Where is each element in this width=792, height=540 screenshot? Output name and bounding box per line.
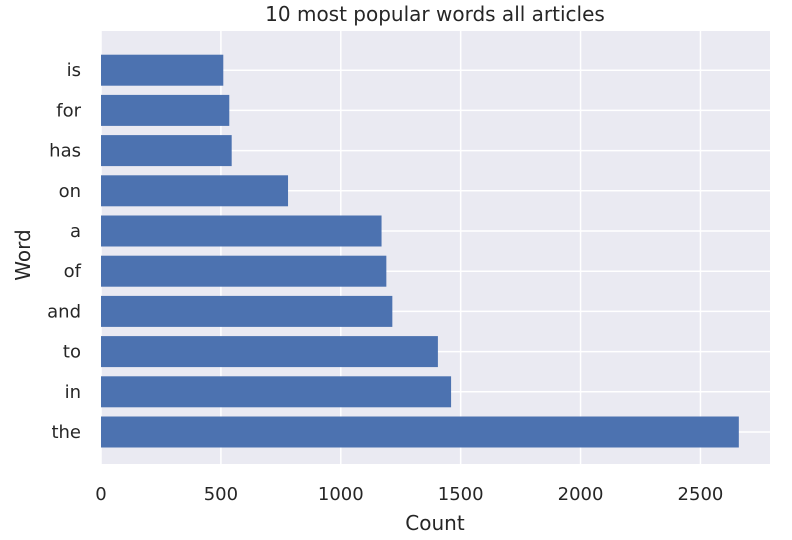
x-axis-label: Count xyxy=(405,511,465,535)
x-axis-ticks: 0 500 1000 1500 2000 2500 xyxy=(95,484,723,505)
y-tick-label: the xyxy=(51,422,81,443)
x-tick-label: 1000 xyxy=(318,484,364,505)
bar-for xyxy=(101,94,230,126)
bar-the xyxy=(101,416,739,448)
y-tick-label: and xyxy=(47,301,81,322)
y-axis-ticks: the in to and of a on has for is xyxy=(47,60,82,443)
bar-is xyxy=(101,54,224,86)
y-tick-label: in xyxy=(65,382,81,403)
y-tick-label: to xyxy=(63,342,81,363)
y-axis-label: Word xyxy=(11,229,35,280)
y-tick-label: has xyxy=(49,141,81,162)
y-tick-label: for xyxy=(56,100,81,121)
x-tick-label: 2000 xyxy=(558,484,604,505)
bar-to xyxy=(101,336,438,368)
y-tick-label: is xyxy=(67,60,81,81)
y-tick-label: on xyxy=(59,181,81,202)
y-tick-label: of xyxy=(64,261,82,282)
bar-a xyxy=(101,215,382,247)
bar-in xyxy=(101,376,452,408)
bar-and xyxy=(101,295,393,327)
y-tick-label: a xyxy=(70,221,81,242)
x-tick-label: 1500 xyxy=(438,484,484,505)
bar-has xyxy=(101,135,232,167)
bars xyxy=(101,54,739,448)
chart-title: 10 most popular words all articles xyxy=(265,2,605,26)
bar-of xyxy=(101,255,387,287)
x-tick-label: 0 xyxy=(95,484,106,505)
x-tick-label: 2500 xyxy=(678,484,724,505)
bar-on xyxy=(101,175,289,207)
x-tick-label: 500 xyxy=(204,484,238,505)
